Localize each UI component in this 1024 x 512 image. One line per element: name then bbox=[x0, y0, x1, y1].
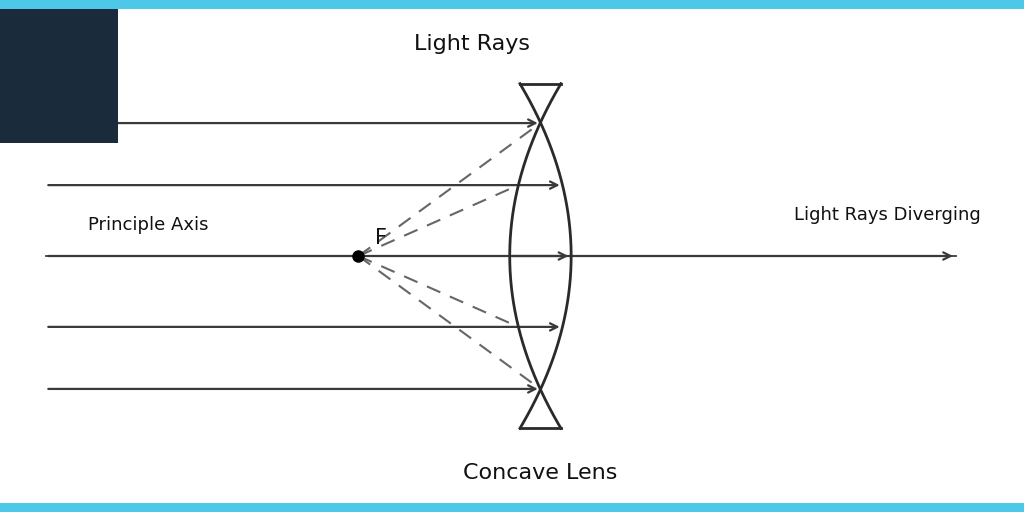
Polygon shape bbox=[58, 41, 84, 64]
Polygon shape bbox=[33, 64, 58, 87]
Text: F: F bbox=[376, 228, 387, 248]
Text: STORY OF MATHEMATICS: STORY OF MATHEMATICS bbox=[32, 123, 85, 127]
Text: Light Rays: Light Rays bbox=[414, 34, 530, 54]
Wedge shape bbox=[58, 64, 84, 87]
Text: Light Rays Diverging: Light Rays Diverging bbox=[794, 206, 981, 224]
Text: Concave Lens: Concave Lens bbox=[463, 463, 617, 483]
Text: SOM: SOM bbox=[42, 98, 75, 112]
Text: Principle Axis: Principle Axis bbox=[88, 217, 208, 234]
Wedge shape bbox=[33, 41, 58, 64]
